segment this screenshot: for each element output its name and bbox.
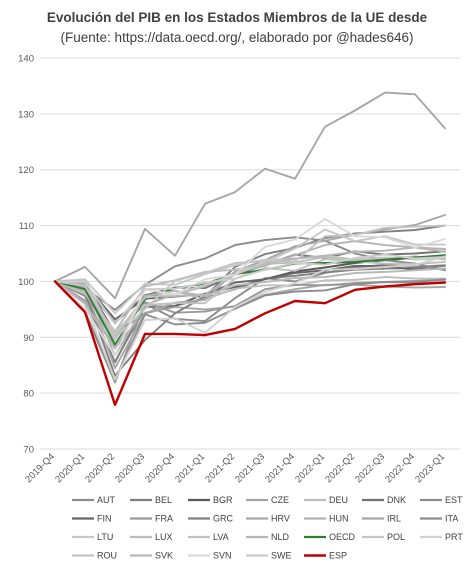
legend-label-oecd: OECD — [329, 532, 356, 542]
series-line-fin — [54, 264, 446, 321]
legend: AUT BEL BGR CZE DEU DNK EST FIN FRA GRC HRV HUN IRL I… — [72, 495, 463, 561]
y-tick-label: 80 — [23, 389, 34, 400]
series-line-irl — [54, 91, 446, 300]
legend-label-bgr: BGR — [213, 495, 233, 505]
y-tick-label: 70 — [23, 445, 34, 456]
legend-label-lva: LVA — [213, 532, 229, 542]
legend-label-bel: BEL — [155, 495, 172, 505]
legend-label-hun: HUN — [329, 514, 349, 524]
legend-label-svn: SVN — [213, 551, 232, 561]
legend-label-swe: SWE — [271, 551, 292, 561]
y-tick-label: 110 — [19, 221, 34, 232]
y-tick-label: 100 — [18, 277, 34, 288]
series-line-swe — [54, 253, 446, 325]
legend-label-fin: FIN — [97, 514, 112, 524]
legend-label-lux: LUX — [155, 532, 173, 542]
y-tick-label: 140 — [18, 54, 34, 65]
chart-title: Evolución del PIB en los Estados Miembro… — [47, 10, 428, 25]
legend-label-cze: CZE — [271, 495, 289, 505]
legend-label-deu: DEU — [329, 495, 348, 505]
series-line-oecd — [54, 254, 446, 346]
legend-label-ltu: LTU — [97, 532, 113, 542]
y-axis-ticks: 70 80 90 100 110 120 130 140 — [18, 54, 34, 456]
legend-label-grc: GRC — [213, 514, 234, 524]
legend-label-svk: SVK — [155, 551, 173, 561]
legend-label-hrv: HRV — [271, 514, 290, 524]
legend-label-ita: ITA — [445, 514, 458, 524]
legend-label-dnk: DNK — [387, 495, 406, 505]
series-line-prt — [54, 255, 446, 381]
series-line-esp — [53, 280, 447, 407]
chart-subtitle: (Fuente: https://data.oecd.org/, elabora… — [61, 30, 414, 45]
legend-label-aut: AUT — [97, 495, 116, 505]
legend-label-prt: PRT — [445, 532, 463, 542]
y-tick-label: 90 — [23, 333, 34, 344]
y-tick-label: 130 — [18, 109, 34, 120]
legend-label-pol: POL — [387, 532, 405, 542]
legend-label-fra: FRA — [155, 514, 173, 524]
legend-label-nld: NLD — [271, 532, 290, 542]
legend-label-est: EST — [445, 495, 463, 505]
y-tick-label: 120 — [18, 165, 34, 176]
legend-label-rou: ROU — [97, 551, 117, 561]
series-line-rou — [54, 224, 446, 340]
series-line-svk — [54, 267, 446, 350]
series-line-hrv — [54, 214, 446, 369]
series-lines — [53, 91, 447, 407]
legend-label-esp: ESP — [329, 551, 347, 561]
legend-label-irl: IRL — [387, 514, 401, 524]
series-line-svn — [54, 217, 446, 357]
